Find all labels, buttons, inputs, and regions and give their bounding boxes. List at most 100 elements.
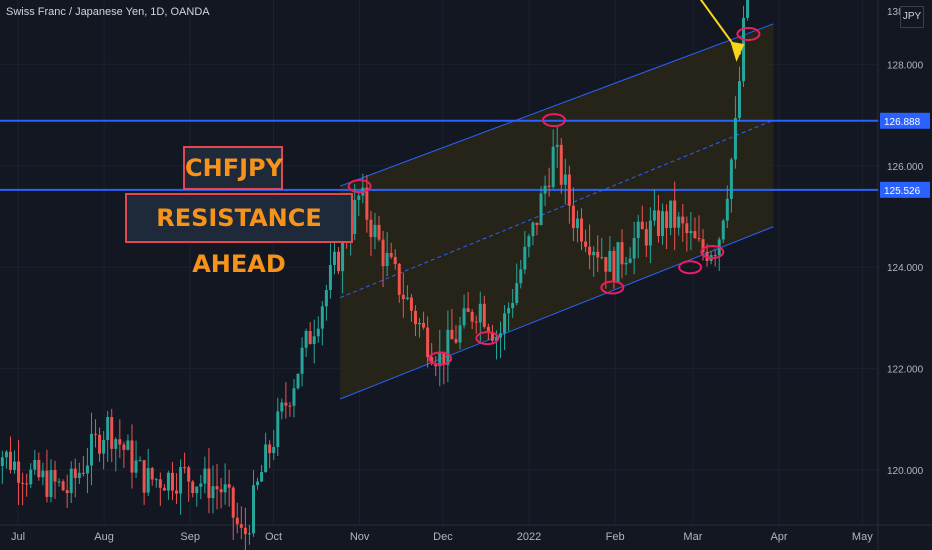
touch-markers	[347, 26, 761, 366]
title-resistance-ahead: RESISTANCE AHEAD	[125, 193, 353, 278]
level-badge-label: 125.526	[884, 186, 921, 197]
symbol-label: Swiss Franc / Japanese Yen, 1D, OANDA	[6, 6, 210, 18]
candle-body	[389, 252, 393, 257]
candle-body	[661, 211, 665, 236]
candle-body	[45, 470, 49, 497]
candle-body	[588, 246, 592, 256]
candle-body	[422, 322, 426, 328]
candle-body	[260, 472, 264, 482]
touch-marker	[428, 351, 453, 366]
level-badge	[880, 112, 930, 129]
candle-body	[69, 468, 73, 494]
candle-body	[539, 193, 543, 225]
candle-body	[53, 469, 57, 482]
currency-badge[interactable]: JPY	[900, 6, 924, 28]
candle-body	[4, 451, 8, 458]
candle-body	[535, 222, 539, 225]
candle-body	[304, 331, 308, 348]
candle-body	[41, 470, 45, 478]
candle-body	[418, 322, 422, 325]
tick-label: Oct	[265, 531, 282, 543]
candle-body	[98, 434, 102, 454]
candle-body	[737, 81, 741, 118]
candle-body	[482, 303, 486, 327]
candle-body	[256, 481, 260, 486]
candle-body	[600, 257, 604, 259]
candle-body	[81, 472, 85, 474]
candle-body	[725, 198, 729, 221]
channel-lower	[339, 226, 774, 400]
candle-body	[656, 210, 660, 236]
candle-body	[276, 411, 280, 448]
candle-body	[134, 460, 138, 473]
candle-body	[381, 239, 385, 267]
candle-body	[511, 303, 515, 309]
projection-path: Weekly ResistanceBreakout	[699, 0, 745, 62]
candle-body	[454, 339, 458, 343]
touch-marker	[347, 179, 372, 194]
candle-body	[563, 174, 567, 185]
candle-body	[401, 294, 405, 300]
touch-marker	[736, 26, 761, 41]
candle-body	[312, 336, 316, 344]
candle-body	[701, 239, 705, 252]
candle-body	[243, 527, 247, 535]
candle-body	[94, 433, 98, 435]
candle-body	[673, 200, 677, 228]
candle-body	[199, 483, 203, 487]
candle-body	[693, 231, 697, 239]
candle-body	[288, 405, 292, 407]
candle-body	[29, 469, 33, 485]
candle-body	[130, 440, 134, 473]
candle-body	[49, 469, 53, 497]
candle-body	[320, 306, 324, 329]
candle-body	[685, 223, 689, 234]
candle-body	[223, 484, 227, 493]
candle-body	[555, 144, 559, 147]
breakout-arrowhead	[730, 41, 745, 62]
candle-body	[729, 159, 733, 199]
candle-body	[652, 210, 656, 221]
candle-body	[462, 308, 466, 326]
tick-label: Aug	[94, 531, 114, 543]
candle-body	[689, 231, 693, 234]
candle-body	[296, 373, 300, 389]
candle-body	[665, 211, 669, 229]
candle-body	[33, 460, 37, 470]
candle-body	[57, 481, 61, 483]
candle-body	[175, 490, 179, 494]
candle-body	[494, 337, 498, 341]
candle-body	[648, 220, 652, 246]
candle-body	[519, 269, 523, 284]
candle-body	[580, 218, 584, 242]
tick-label: Feb	[606, 531, 625, 543]
level-badge	[880, 181, 930, 198]
candle-body	[114, 439, 118, 449]
candle-body	[292, 388, 296, 406]
candle-body	[616, 242, 620, 283]
candle-body	[17, 461, 21, 483]
candle-body	[142, 460, 146, 493]
candle-body	[385, 252, 389, 267]
candle-body	[227, 484, 231, 488]
candle-body	[559, 144, 563, 185]
candle-body	[369, 219, 373, 238]
candle-body	[215, 486, 219, 490]
candle-body	[126, 440, 130, 450]
channel-fill	[340, 23, 774, 400]
candle-body	[640, 221, 644, 230]
candle-body	[357, 195, 361, 200]
candle-body	[106, 417, 110, 440]
candle-body	[102, 439, 106, 454]
candle-body	[721, 220, 725, 240]
candle-body	[430, 357, 434, 364]
candle-body	[195, 486, 199, 494]
candle-body	[527, 236, 531, 247]
candle-body	[61, 481, 65, 491]
candle-body	[442, 351, 446, 366]
price-channel	[339, 23, 774, 400]
candle-body	[373, 224, 377, 238]
candle-body	[531, 222, 535, 237]
candle-body	[466, 308, 470, 312]
